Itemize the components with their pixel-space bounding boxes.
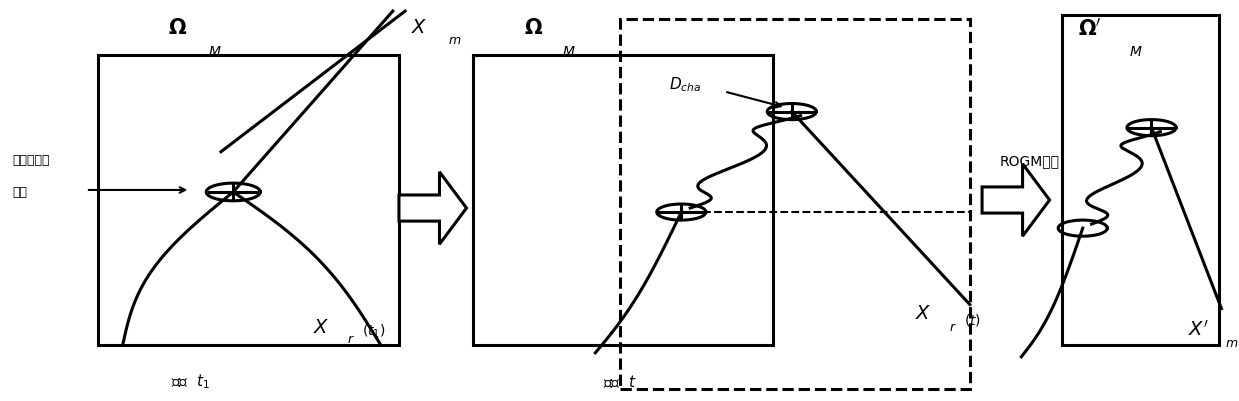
Bar (1062, 16, 1219, 345)
Text: $\mathit{r}$: $\mathit{r}$ (949, 320, 957, 333)
Text: $\mathbf{\Omega'}$: $\mathbf{\Omega'}$ (1078, 17, 1101, 39)
Text: 轨迹: 轨迹 (12, 186, 27, 199)
Text: $\mathbf{\Omega}$: $\mathbf{\Omega}$ (524, 18, 544, 38)
Text: $(t)$: $(t)$ (964, 311, 981, 327)
Text: $(t_1)$: $(t_1)$ (362, 322, 385, 340)
Text: 时刻  $t$: 时刻 $t$ (603, 373, 637, 389)
Text: $\mathit{r}$: $\mathit{r}$ (347, 332, 356, 345)
Text: $\mathbf{\mathit{X}}$: $\mathbf{\mathit{X}}$ (914, 303, 932, 322)
Text: $\mathbf{\Omega}$: $\mathbf{\Omega}$ (169, 18, 187, 38)
Text: $D_{cha}$: $D_{cha}$ (669, 75, 701, 93)
Text: $\mathit{M}$: $\mathit{M}$ (561, 45, 575, 59)
Text: 时刻  $t_1$: 时刻 $t_1$ (171, 372, 209, 390)
Text: $\mathit{M}$: $\mathit{M}$ (208, 45, 222, 59)
Text: 移动机器人: 移动机器人 (12, 154, 50, 167)
Polygon shape (983, 164, 1049, 237)
Text: $\mathbf{\mathit{X}}$: $\mathbf{\mathit{X}}$ (313, 317, 330, 336)
Bar (620, 20, 970, 389)
Bar (472, 56, 773, 345)
Polygon shape (399, 172, 467, 245)
Text: ROGM移动: ROGM移动 (1000, 154, 1059, 167)
Text: $\mathbf{\mathit{X}}$: $\mathbf{\mathit{X}}$ (411, 18, 427, 37)
Text: $\mathit{m}$: $\mathit{m}$ (449, 34, 461, 47)
Text: $\mathit{m}$: $\mathit{m}$ (1225, 336, 1239, 349)
Bar (98, 56, 399, 345)
Text: $\mathit{M}$: $\mathit{M}$ (1130, 45, 1144, 59)
Text: $\mathbf{\mathit{X'}}$: $\mathbf{\mathit{X'}}$ (1188, 319, 1209, 339)
